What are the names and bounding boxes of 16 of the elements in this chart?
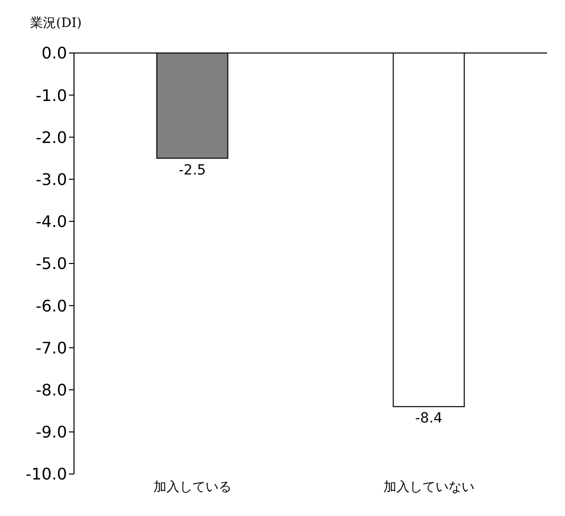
y-axis-title: 業況(DI) [30,15,82,32]
y-tick-label: -8.0 [36,380,67,400]
data-label: -2.5 [178,162,206,178]
x-tick-label: 加入している [153,480,232,496]
y-tick-label: -9.0 [36,422,67,442]
data-label: -8.4 [415,410,443,427]
y-tick-label: -6.0 [36,296,67,316]
y-tick-label: 0.0 [42,44,67,63]
y-tick-label: -4.0 [36,212,67,232]
y-tick-label: -2.0 [36,128,67,147]
y-tick-label: -7.0 [36,338,67,358]
y-tick-label: -5.0 [36,254,67,274]
x-tick-label: 加入していない [383,480,474,496]
y-tick-label: -3.0 [36,170,67,189]
y-tick-label: -1.0 [36,86,67,105]
y-tick-label: -10.0 [26,464,67,484]
